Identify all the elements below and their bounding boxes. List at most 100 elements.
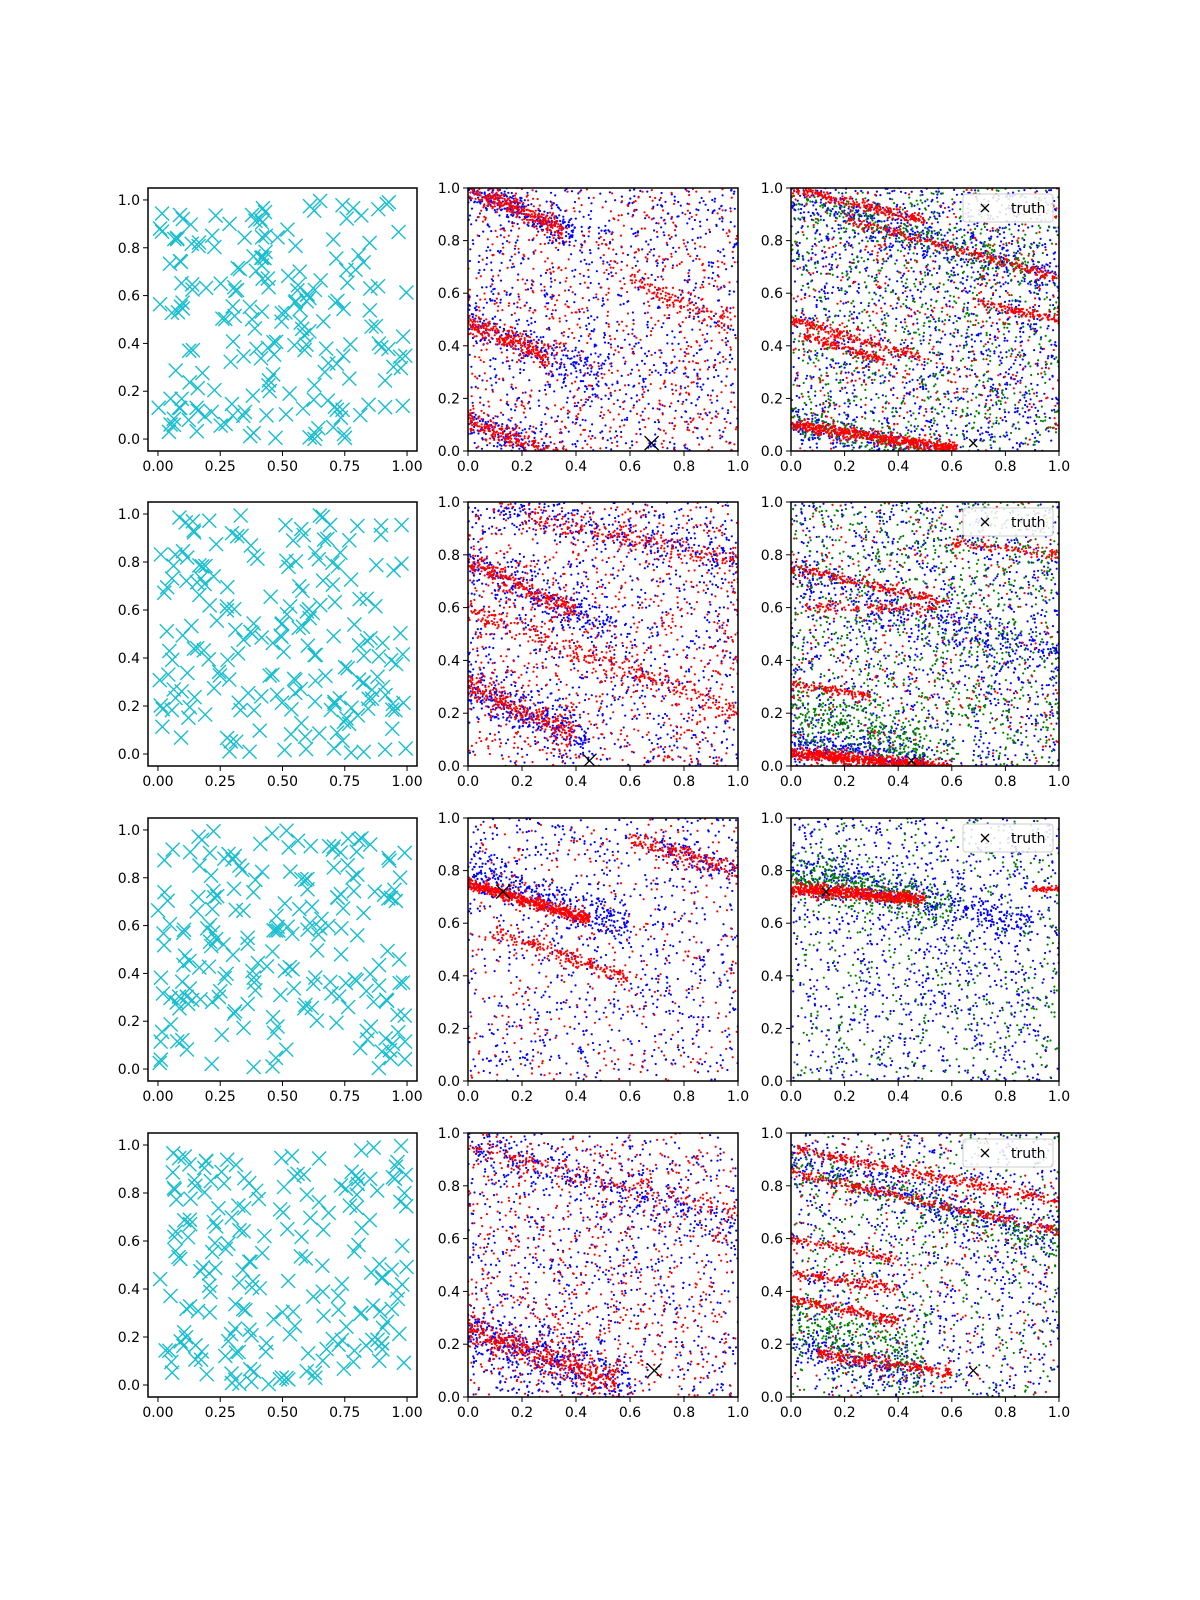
point bbox=[497, 305, 500, 308]
point bbox=[670, 255, 673, 258]
point bbox=[654, 369, 657, 372]
point bbox=[873, 291, 876, 294]
point bbox=[297, 342, 313, 358]
point bbox=[1028, 290, 1031, 293]
point bbox=[617, 323, 621, 326]
point bbox=[258, 228, 274, 244]
point bbox=[948, 275, 951, 278]
point bbox=[642, 378, 645, 382]
point bbox=[663, 314, 666, 317]
point bbox=[501, 343, 504, 346]
point bbox=[689, 292, 693, 295]
point bbox=[639, 285, 642, 288]
point bbox=[956, 273, 960, 276]
point bbox=[489, 377, 492, 380]
point bbox=[582, 311, 586, 314]
point bbox=[589, 281, 592, 285]
point bbox=[468, 314, 471, 317]
point bbox=[341, 371, 357, 387]
point bbox=[621, 492, 623, 494]
point bbox=[550, 280, 553, 283]
point bbox=[561, 242, 565, 245]
point bbox=[1046, 357, 1049, 360]
point bbox=[620, 268, 623, 271]
point bbox=[507, 197, 510, 200]
point bbox=[831, 227, 834, 230]
point bbox=[398, 285, 414, 301]
point bbox=[679, 299, 683, 302]
point bbox=[506, 342, 509, 345]
point bbox=[605, 470, 607, 472]
point bbox=[923, 364, 926, 367]
point bbox=[510, 340, 514, 343]
point bbox=[730, 391, 733, 394]
point bbox=[1002, 231, 1006, 234]
point bbox=[530, 203, 533, 206]
point bbox=[679, 330, 683, 333]
point bbox=[924, 302, 928, 305]
point bbox=[729, 328, 732, 331]
point bbox=[671, 286, 675, 289]
point bbox=[703, 276, 706, 279]
point bbox=[561, 237, 564, 240]
point bbox=[909, 289, 912, 292]
point bbox=[975, 383, 979, 386]
point bbox=[635, 441, 638, 444]
point bbox=[903, 341, 906, 344]
point bbox=[507, 335, 510, 338]
point bbox=[726, 331, 729, 334]
point bbox=[672, 305, 675, 308]
point bbox=[720, 326, 724, 329]
point bbox=[522, 253, 525, 256]
point bbox=[540, 289, 543, 292]
point bbox=[585, 387, 589, 391]
point bbox=[472, 428, 475, 432]
point bbox=[941, 368, 945, 371]
point bbox=[613, 260, 616, 263]
point bbox=[805, 377, 808, 380]
point bbox=[496, 441, 499, 444]
point bbox=[941, 353, 944, 356]
point bbox=[588, 263, 591, 266]
point bbox=[588, 322, 591, 325]
point bbox=[694, 404, 698, 407]
point bbox=[514, 192, 518, 195]
point bbox=[602, 262, 605, 265]
point bbox=[653, 443, 656, 446]
point bbox=[823, 290, 826, 293]
point bbox=[571, 331, 574, 334]
point bbox=[719, 434, 722, 437]
point bbox=[881, 262, 884, 265]
point bbox=[885, 246, 888, 249]
point bbox=[881, 422, 884, 425]
point bbox=[935, 196, 939, 199]
point bbox=[577, 192, 580, 195]
point bbox=[526, 343, 529, 346]
point bbox=[883, 314, 886, 317]
point bbox=[866, 258, 870, 261]
point bbox=[474, 317, 477, 320]
point bbox=[473, 416, 476, 419]
point bbox=[556, 225, 559, 228]
point bbox=[295, 401, 311, 417]
point bbox=[895, 205, 898, 208]
point bbox=[857, 232, 860, 235]
point bbox=[485, 422, 488, 425]
point bbox=[528, 341, 532, 344]
point bbox=[494, 422, 497, 425]
point bbox=[362, 235, 378, 251]
point bbox=[932, 252, 935, 255]
point bbox=[475, 335, 478, 338]
point bbox=[1001, 419, 1004, 422]
point bbox=[631, 444, 634, 447]
point bbox=[526, 288, 530, 291]
point bbox=[706, 332, 709, 335]
point bbox=[499, 301, 502, 304]
point bbox=[554, 309, 557, 312]
point bbox=[826, 291, 829, 295]
point bbox=[523, 435, 526, 438]
point bbox=[222, 216, 238, 232]
point bbox=[586, 443, 589, 446]
point bbox=[1021, 358, 1024, 361]
point bbox=[513, 409, 517, 412]
